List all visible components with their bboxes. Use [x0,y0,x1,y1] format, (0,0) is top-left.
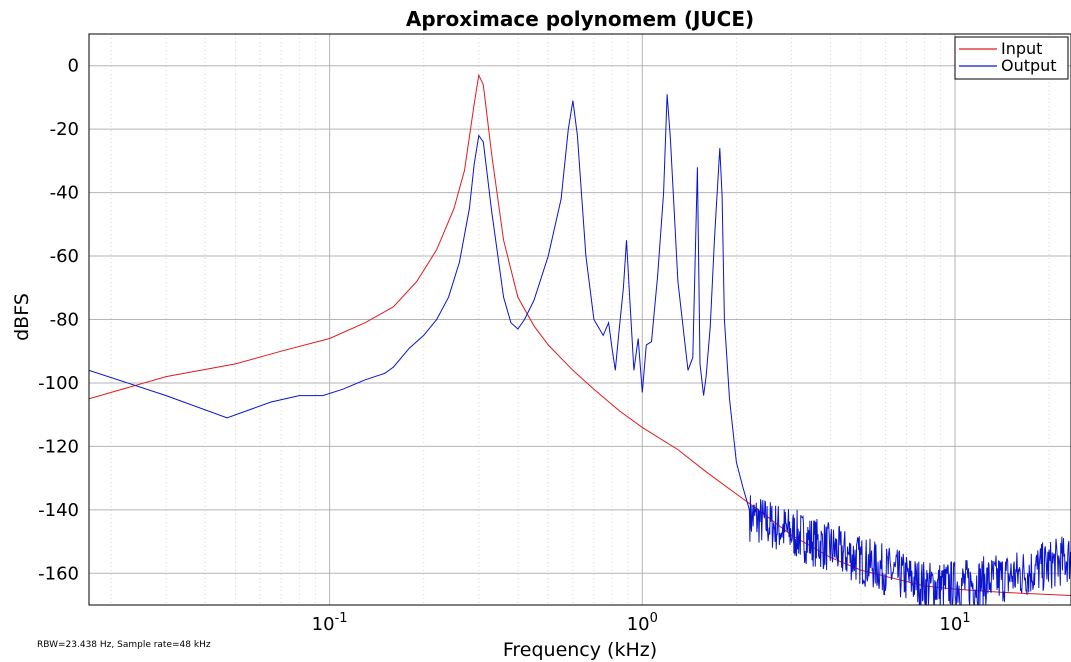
grid [89,34,1071,605]
y-tick-label: -140 [38,500,79,521]
x-tick-label: 100 [627,611,658,635]
y-tick-label: -80 [50,310,79,331]
y-tick-label: -60 [50,246,79,267]
y-axis-ticks: 0 -20 -40 -60 -80 -100 -120 -140 -160 [38,56,79,585]
y-tick-label: -20 [50,119,79,140]
y-axis-label: dBFS [11,293,33,341]
y-tick-label: -120 [38,436,79,457]
y-tick-label: -160 [38,563,79,584]
y-tick-label: 0 [68,56,79,77]
legend-label: Input [1001,39,1042,58]
x-tick-label: 101 [939,611,970,635]
footnote: RBW=23.438 Hz, Sample rate=48 kHz [37,640,211,650]
x-axis-ticks: 10-1 100 101 [312,611,971,635]
x-axis-label: Frequency (kHz) [503,639,657,661]
legend-label: Output [1001,56,1057,75]
legend-box [954,36,1069,80]
series-input-line [89,73,1071,596]
x-tick-label: 10-1 [312,611,348,635]
chart-title: Aproximace polynomem (JUCE) [406,7,754,31]
series-output-line [89,94,1071,605]
plot-frame [88,33,1071,606]
y-tick-label: -40 [50,183,79,204]
y-tick-label: -100 [38,373,79,394]
plot-area [89,73,1071,605]
